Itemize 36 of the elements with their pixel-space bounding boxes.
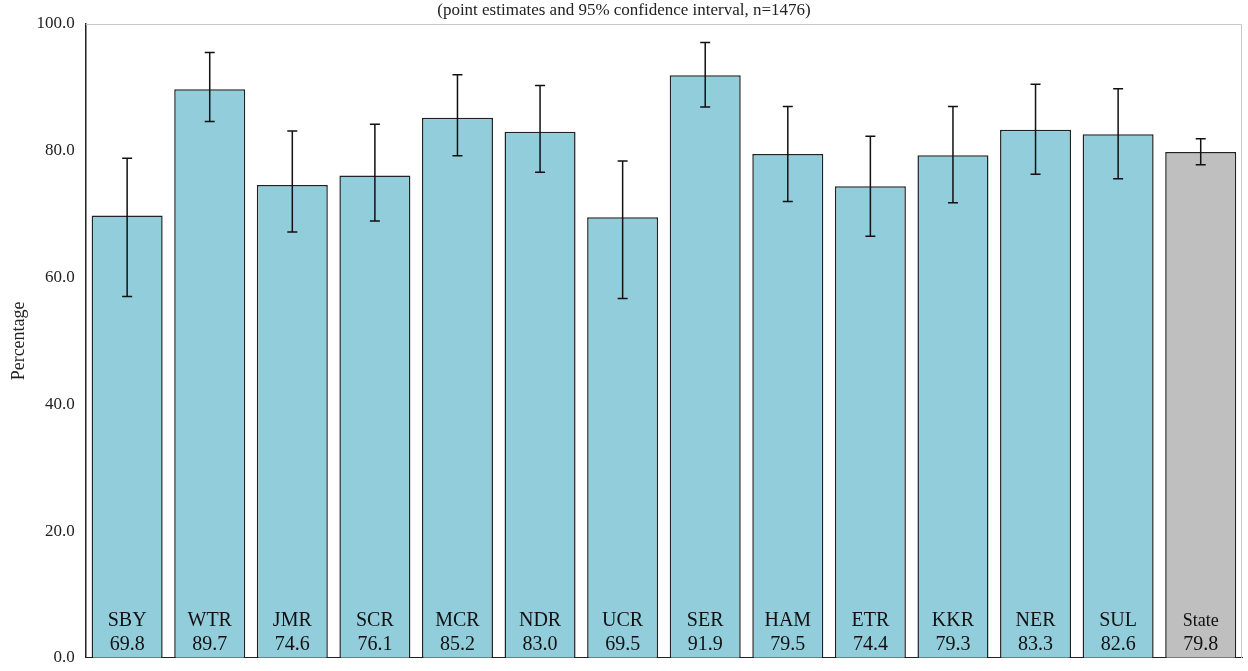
x-tick-label: State [1182,609,1219,630]
x-tick-label: ETR [851,607,890,630]
x-tick-label: UCR [602,607,644,630]
data-label: 69.8 [109,631,145,654]
data-label: 76.1 [357,631,393,654]
data-label: 83.3 [1018,631,1054,654]
data-label: 74.4 [852,631,888,654]
x-tick-label: SBY [107,607,147,630]
x-tick-label: JMR [272,607,313,630]
x-tick-label: NDR [518,607,562,630]
data-label: 79.5 [770,631,806,654]
data-label: 79.8 [1183,631,1219,654]
data-label: 69.5 [605,631,641,654]
data-label: 79.3 [935,631,971,654]
x-tick-label: KKR [931,607,975,630]
data-label: 82.6 [1100,631,1136,654]
y-tick-label: 100.0 [36,13,75,33]
x-tick-label: SCR [355,607,395,630]
x-tick-label: NER [1015,607,1057,630]
data-label: 74.6 [274,631,310,654]
y-tick-label: 60.0 [45,266,75,286]
y-tick-label: 40.0 [45,393,75,413]
x-tick-label: MCR [435,607,481,630]
y-axis-title: Percentage [7,301,28,381]
x-tick-label: SUL [1099,607,1138,630]
x-tick-label: HAM [764,607,812,630]
y-tick-label: 20.0 [45,520,75,540]
chart-subtitle: (point estimates and 95% confidence interval, n=1476) [437,0,811,19]
data-label: 85.2 [439,631,475,654]
data-label: 91.9 [687,631,723,654]
data-label: 89.7 [192,631,228,654]
y-tick-label: 0.0 [53,647,75,667]
data-label: 83.0 [522,631,558,654]
y-tick-label: 80.0 [45,140,75,160]
x-tick-label: WTR [187,607,233,630]
x-tick-label: SER [686,607,725,630]
